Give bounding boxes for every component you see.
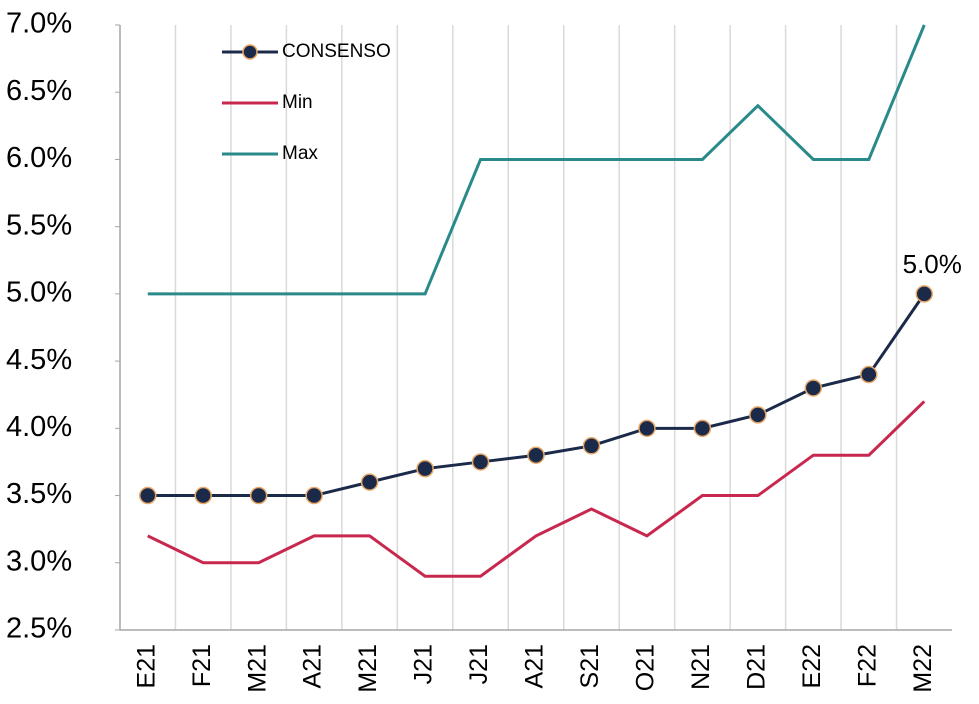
x-tick-label: M21 <box>354 644 382 693</box>
marker <box>582 437 601 455</box>
x-tick-label: S21 <box>576 644 604 688</box>
legend-marker <box>242 44 258 60</box>
x-tick-label: A21 <box>521 644 549 688</box>
y-tick-label: 4.0% <box>6 411 72 443</box>
y-tick-label: 2.5% <box>6 613 72 645</box>
x-tick-label: J21 <box>465 644 493 684</box>
x-tick-label: N21 <box>687 644 715 690</box>
x-tick-label: M22 <box>909 644 937 693</box>
marker <box>138 486 157 505</box>
legend-label: Max <box>282 143 318 164</box>
marker <box>860 365 878 384</box>
y-tick-label: 6.5% <box>6 75 72 107</box>
marker <box>471 453 490 471</box>
x-tick-label: F21 <box>188 644 216 687</box>
y-tick-label: 6.0% <box>6 142 72 174</box>
y-tick-label: 3.0% <box>6 545 72 577</box>
x-tick-label: A21 <box>299 644 327 688</box>
marker <box>638 419 656 438</box>
y-tick-label: 5.0% <box>6 277 72 309</box>
legend-label: CONSENSO <box>282 41 391 62</box>
legend-label: Min <box>282 92 313 113</box>
x-tick-label: E22 <box>798 644 826 688</box>
y-tick-label: 4.5% <box>6 344 72 376</box>
marker <box>527 446 545 464</box>
data-label: 5.0% <box>903 249 962 279</box>
x-tick-label: E21 <box>132 644 160 688</box>
marker <box>693 419 712 438</box>
series-line <box>147 400 926 578</box>
marker <box>194 486 212 505</box>
x-tick-label: J21 <box>410 644 438 684</box>
y-tick-label: 7.0% <box>6 8 72 40</box>
x-tick-label: D21 <box>742 644 770 690</box>
marker <box>749 406 767 424</box>
x-tick-label: O21 <box>632 644 660 691</box>
marker <box>360 473 379 491</box>
x-tick-label: F22 <box>853 644 881 687</box>
marker <box>804 379 823 397</box>
marker <box>249 486 268 505</box>
x-tick-label: M21 <box>243 644 271 693</box>
y-tick-label: 5.5% <box>6 209 72 241</box>
series-line <box>147 24 926 296</box>
marker <box>915 285 934 303</box>
y-tick-label: 3.5% <box>6 478 72 510</box>
marker <box>305 486 323 505</box>
marker <box>416 459 434 478</box>
